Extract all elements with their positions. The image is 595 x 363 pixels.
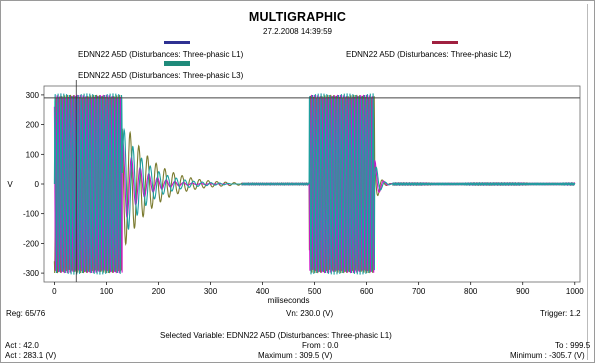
x-tick-label: 800 — [464, 287, 478, 296]
legend-label-l2: EDNN22 A5D (Disturbances: Three-phasic L… — [346, 50, 512, 59]
maximum-label: Maximum : 309.5 (V) — [258, 351, 333, 360]
y-tick-label: 200 — [26, 121, 40, 130]
series-line-1 — [53, 93, 576, 275]
to-label: To : 999.5 — [555, 341, 591, 350]
y-tick-label: -100 — [23, 210, 40, 219]
x-tick-label: 1000 — [566, 287, 584, 296]
legend-swatch-l1 — [164, 41, 190, 44]
y-tick-label: -200 — [23, 239, 40, 248]
y-tick-label: 100 — [26, 150, 40, 159]
legend-swatch-l2 — [432, 41, 458, 44]
chart-timestamp: 27.2.2008 14:39:59 — [263, 27, 332, 36]
y-axis-label: V — [7, 180, 13, 189]
y-tick-label: -300 — [23, 269, 40, 278]
x-tick-label: 900 — [516, 287, 530, 296]
legend-swatch-l3 — [164, 61, 190, 66]
panel-divider — [587, 4, 588, 360]
x-axis-label: miliseconds — [268, 296, 310, 305]
trigger-label: Trigger: 1.2 — [540, 309, 581, 318]
chart-title: MULTIGRAPHIC — [248, 10, 347, 24]
from-label: From : 0.0 — [302, 341, 339, 350]
x-tick-label: 300 — [204, 287, 218, 296]
legend-label-l3: EDNN22 A5D (Disturbances: Three-phasic L… — [78, 71, 244, 80]
reg-label: Reg: 65/76 — [6, 309, 46, 318]
y-tick-label: 0 — [35, 180, 40, 189]
x-tick-label: 100 — [100, 287, 114, 296]
y-tick-label: 300 — [26, 91, 40, 100]
x-tick-label: 500 — [308, 287, 322, 296]
x-tick-label: 700 — [412, 287, 426, 296]
x-tick-label: 600 — [360, 287, 374, 296]
vn-label: Vn: 230.0 (V) — [286, 309, 334, 318]
x-tick-label: 200 — [152, 287, 166, 296]
x-tick-label: 400 — [256, 287, 270, 296]
minimum-label: Minimum : -305.7 (V) — [510, 351, 585, 360]
legend-label-l1: EDNN22 A5D (Disturbances: Three-phasic L… — [78, 50, 244, 59]
selected-variable-label: Selected Variable: EDNN22 A5D (Disturban… — [160, 331, 392, 340]
x-tick-label: 0 — [52, 287, 57, 296]
act-label: Act : 42.0 — [5, 341, 39, 350]
act-value-label: Act : 283.1 (V) — [5, 351, 57, 360]
